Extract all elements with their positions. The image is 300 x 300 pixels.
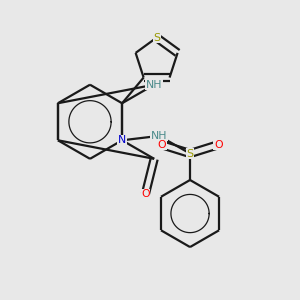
Text: O: O (214, 140, 223, 150)
Text: O: O (141, 189, 150, 199)
Text: N: N (118, 135, 126, 145)
Text: S: S (187, 148, 194, 158)
Text: S: S (153, 33, 160, 43)
Text: O: O (158, 140, 166, 150)
Text: NH: NH (151, 131, 167, 141)
Text: NH: NH (146, 80, 162, 90)
